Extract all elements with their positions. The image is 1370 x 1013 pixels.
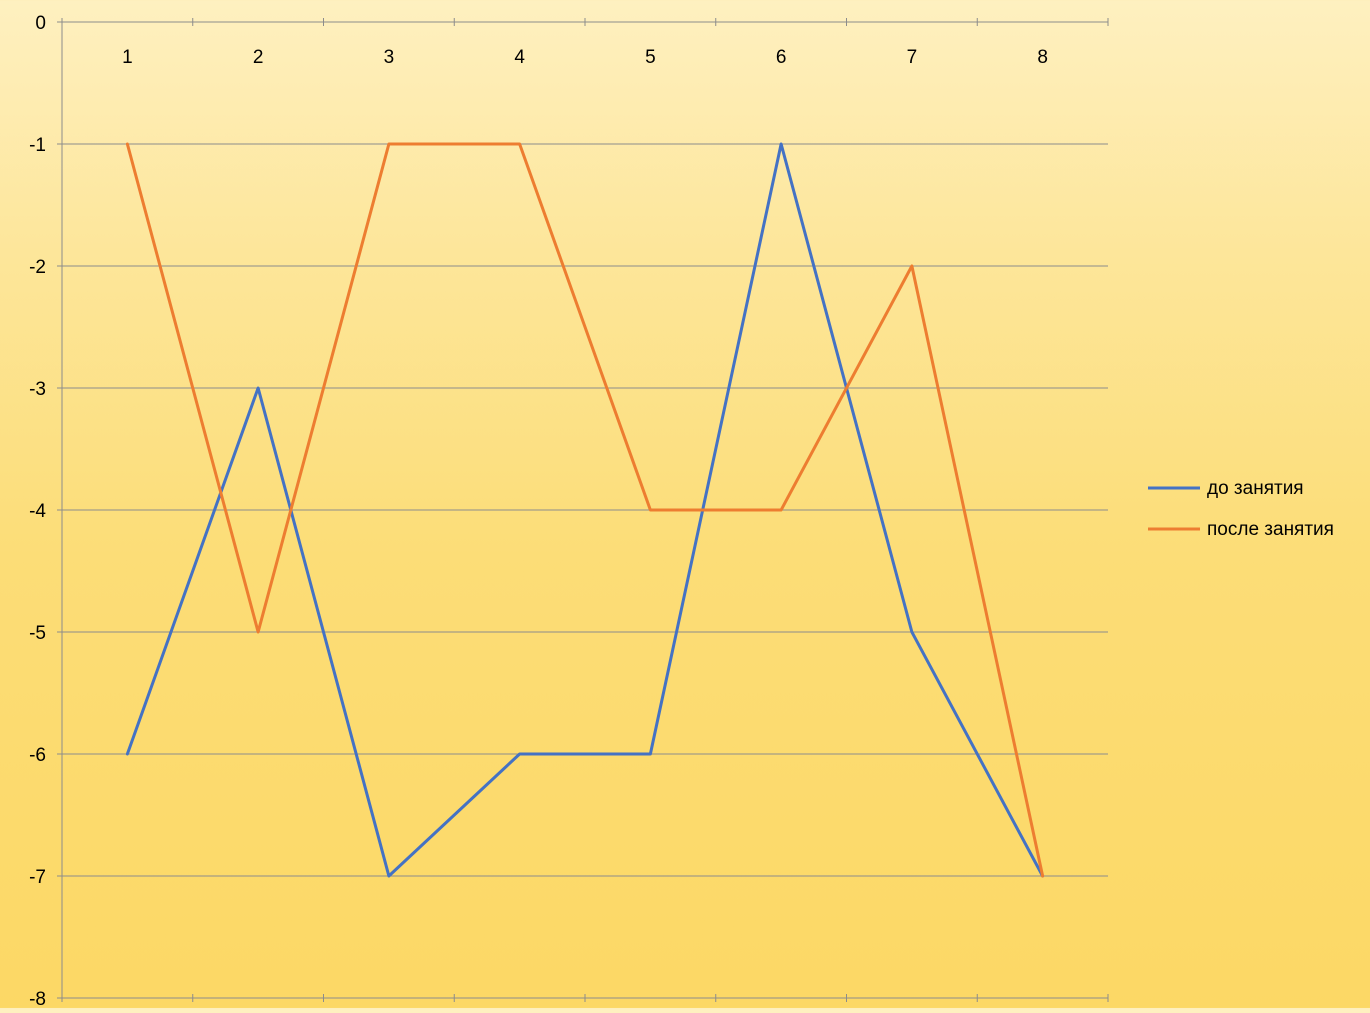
x-tick-label: 6: [776, 47, 787, 68]
y-tick-label: -8: [29, 989, 46, 1008]
series-lines: [125, 142, 1045, 878]
y-tick-label: -7: [29, 867, 46, 888]
series-line-1: [125, 142, 1045, 878]
y-tick-label: -4: [29, 501, 46, 522]
y-tick-label: -2: [29, 257, 46, 278]
y-tick-label: -1: [29, 135, 46, 156]
x-tick-label: 2: [253, 47, 264, 68]
series-line-2: [125, 142, 1045, 878]
axes: 0 -1 -2 -3 -4 -5 -6 -7 -8 1 2 3 4 5 6 7 8: [29, 13, 1109, 1010]
x-tick-label: 8: [1037, 47, 1048, 68]
x-tick-label: 7: [907, 47, 918, 68]
y-tick-label: -5: [29, 623, 46, 644]
y-tick-label: -6: [29, 745, 46, 766]
x-tick-label: 1: [122, 47, 133, 68]
x-tick-label: 4: [514, 47, 525, 68]
gridlines: [62, 143, 1108, 877]
x-tick-label: 5: [645, 47, 656, 68]
y-tick-label: 0: [35, 13, 46, 34]
y-tick-label: -3: [29, 379, 46, 400]
legend-label: до занятия: [1207, 478, 1304, 499]
x-tick-label: 3: [384, 47, 395, 68]
legend: до занятия после занятия: [1148, 478, 1334, 540]
legend-label: после занятия: [1207, 519, 1334, 540]
